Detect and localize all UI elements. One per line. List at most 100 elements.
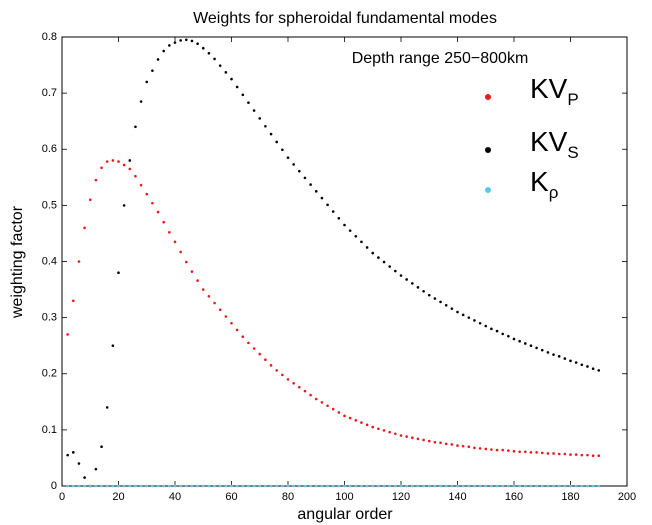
point bbox=[331, 210, 335, 213]
point bbox=[111, 344, 115, 347]
point bbox=[591, 484, 595, 488]
point bbox=[597, 484, 601, 488]
point bbox=[478, 484, 482, 488]
x-tick-label: 100 bbox=[335, 491, 353, 503]
point bbox=[117, 484, 120, 488]
point bbox=[518, 450, 521, 454]
point bbox=[461, 484, 465, 488]
point bbox=[450, 443, 454, 446]
point bbox=[473, 319, 476, 322]
point bbox=[241, 484, 245, 488]
point bbox=[569, 453, 572, 456]
point bbox=[382, 429, 386, 432]
point bbox=[230, 77, 233, 81]
point bbox=[546, 484, 550, 488]
point bbox=[518, 339, 521, 343]
point bbox=[247, 101, 250, 104]
point bbox=[456, 484, 459, 488]
point bbox=[377, 256, 380, 259]
point bbox=[122, 204, 126, 207]
point bbox=[235, 484, 239, 488]
point bbox=[207, 294, 211, 298]
point bbox=[456, 310, 459, 314]
point bbox=[105, 484, 109, 488]
point bbox=[269, 132, 273, 136]
point bbox=[207, 51, 211, 55]
legend-label: KVS bbox=[530, 126, 579, 162]
point bbox=[201, 484, 205, 488]
point bbox=[557, 452, 561, 456]
point bbox=[72, 484, 75, 488]
point bbox=[433, 484, 437, 488]
point bbox=[105, 160, 109, 163]
point bbox=[258, 484, 262, 488]
point bbox=[416, 437, 420, 441]
point bbox=[292, 163, 295, 166]
point bbox=[507, 484, 510, 488]
point bbox=[235, 328, 239, 332]
point bbox=[405, 278, 408, 281]
point bbox=[134, 484, 137, 488]
point bbox=[286, 378, 290, 381]
point bbox=[563, 452, 567, 456]
point bbox=[168, 44, 171, 47]
point bbox=[450, 484, 454, 488]
point bbox=[411, 436, 414, 440]
point bbox=[461, 444, 465, 448]
point bbox=[365, 246, 369, 249]
y-tick-label: 0.6 bbox=[42, 143, 57, 155]
point bbox=[382, 260, 386, 264]
point bbox=[122, 163, 126, 167]
point bbox=[444, 442, 448, 446]
point bbox=[557, 355, 561, 358]
point bbox=[439, 441, 442, 445]
point bbox=[77, 260, 81, 263]
point bbox=[117, 160, 120, 163]
point bbox=[66, 484, 69, 488]
point bbox=[490, 484, 493, 488]
point bbox=[490, 327, 493, 331]
point bbox=[72, 299, 75, 303]
point bbox=[422, 484, 425, 488]
point bbox=[314, 190, 318, 193]
series bbox=[66, 159, 601, 457]
point bbox=[190, 270, 194, 273]
point bbox=[473, 446, 476, 450]
point bbox=[303, 389, 307, 393]
point bbox=[230, 484, 233, 488]
chart-title: Weights for spheroidal fundamental modes bbox=[193, 10, 497, 27]
point bbox=[286, 484, 290, 488]
x-tick-label: 60 bbox=[225, 491, 237, 503]
point bbox=[264, 358, 267, 362]
point bbox=[586, 453, 589, 457]
point bbox=[139, 183, 143, 187]
point bbox=[201, 46, 205, 50]
point bbox=[371, 425, 375, 429]
point bbox=[337, 484, 341, 488]
point bbox=[162, 49, 165, 53]
point bbox=[343, 414, 346, 418]
point bbox=[461, 313, 465, 317]
y-tick-label: 0.4 bbox=[42, 255, 57, 267]
point bbox=[439, 300, 442, 304]
point bbox=[128, 159, 132, 162]
point bbox=[473, 484, 476, 488]
point bbox=[348, 229, 352, 232]
point bbox=[501, 332, 505, 336]
point bbox=[540, 348, 544, 352]
point bbox=[264, 484, 267, 488]
point bbox=[540, 451, 544, 455]
point bbox=[213, 57, 216, 61]
point bbox=[94, 484, 98, 488]
point bbox=[388, 430, 392, 434]
point bbox=[314, 397, 318, 401]
point bbox=[467, 316, 471, 319]
point bbox=[326, 203, 329, 207]
point bbox=[196, 42, 199, 46]
point bbox=[371, 484, 375, 488]
point bbox=[179, 484, 182, 488]
point bbox=[139, 100, 143, 103]
point bbox=[337, 411, 341, 414]
point bbox=[128, 167, 132, 171]
